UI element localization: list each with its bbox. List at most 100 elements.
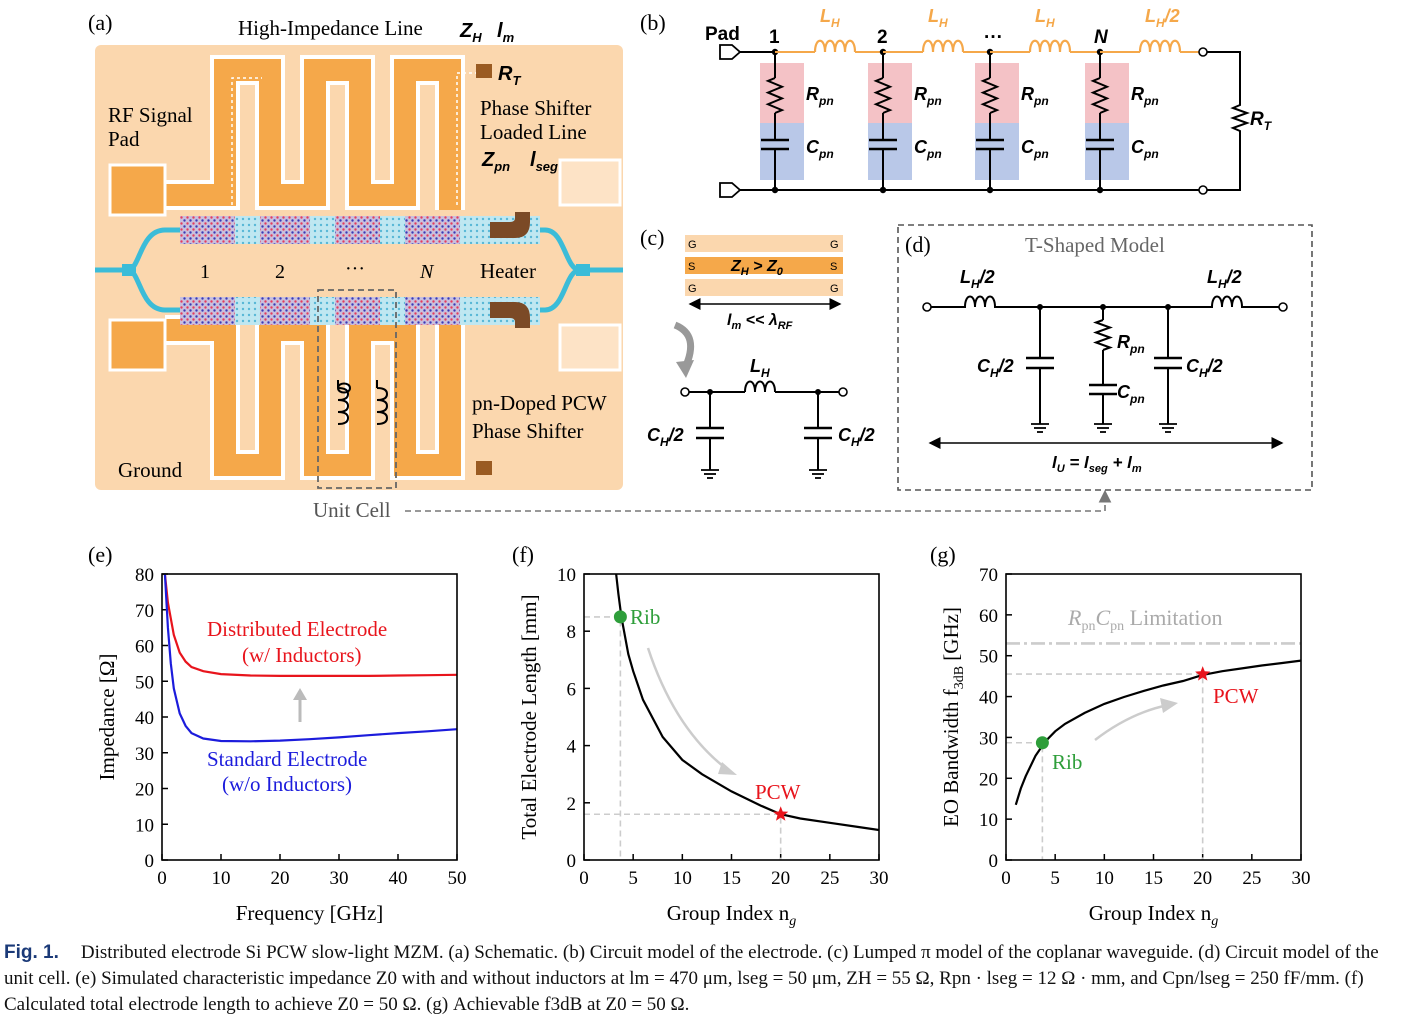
y-tick-label: 40 <box>135 708 154 729</box>
x-tick-label: 0 <box>157 868 167 889</box>
x-tick-label: 10 <box>673 868 692 889</box>
svg-text:1: 1 <box>200 261 210 283</box>
svg-text:(w/ Inductors): (w/ Inductors) <box>242 643 362 667</box>
cpn-region <box>760 123 804 180</box>
point-pcw <box>1195 666 1211 681</box>
panel-g: (g) 0 5 10 15 20 25 30 0 10 20 30 40 50 60 70 Group Ind… <box>930 542 1311 929</box>
svg-text:Pad: Pad <box>705 24 740 45</box>
rf-signal-pad-bottom <box>108 318 167 372</box>
svg-text:Rpn: Rpn <box>1131 84 1159 108</box>
y-axis-label: Impedance [Ω] <box>95 654 119 781</box>
svg-text:G: G <box>830 283 839 295</box>
y-tick-label: 50 <box>135 672 154 693</box>
y-tick-label: 10 <box>135 815 154 836</box>
svg-text:LH/2: LH/2 <box>1145 6 1180 30</box>
svg-text:LH/2: LH/2 <box>1207 267 1242 291</box>
x-tick-label: 20 <box>1193 868 1212 889</box>
point-rib <box>1035 736 1049 750</box>
svg-text:Standard Electrode: Standard Electrode <box>207 747 367 771</box>
cpn-region <box>1085 123 1129 180</box>
x-tick-label: 15 <box>722 868 741 889</box>
x-tick-label: 30 <box>330 868 349 889</box>
svg-text:Rpn: Rpn <box>806 84 834 108</box>
svg-text:(b): (b) <box>640 10 666 35</box>
svg-text:lseg: lseg <box>530 149 558 174</box>
x-tick-label: 40 <box>389 868 408 889</box>
cpn-region <box>868 123 912 180</box>
svg-text:Rpn: Rpn <box>914 84 942 108</box>
y-tick-label: 8 <box>567 622 577 643</box>
svg-text:(w/o Inductors): (w/o Inductors) <box>222 772 352 796</box>
y-tick-label: 10 <box>557 565 576 586</box>
svg-text:(g): (g) <box>930 542 956 567</box>
svg-text:S: S <box>688 261 695 273</box>
x-tick-label: 30 <box>870 868 889 889</box>
label-pn-1: pn-Doped PCW <box>472 391 607 415</box>
panel-e: (e) 0 10 20 30 40 50 0 10 20 30 40 50 60 70 80 Frequenc… <box>88 542 467 925</box>
y-tick-label: 20 <box>979 769 998 790</box>
y-tick-label: 4 <box>567 737 577 758</box>
point-pcw <box>773 806 789 821</box>
unit-cell-box <box>317 289 397 489</box>
label-psll-2: Loaded Line <box>480 120 587 144</box>
y-tick-label: 60 <box>979 606 998 627</box>
svg-text:Zpn: Zpn <box>481 149 510 174</box>
label-psll-1: Phase Shifter <box>480 96 591 120</box>
svg-text:LH: LH <box>1035 6 1055 30</box>
svg-text:RpnCpn Limitation: RpnCpn Limitation <box>1067 605 1223 634</box>
y-tick-label: 20 <box>135 780 154 801</box>
svg-text:Cpn: Cpn <box>806 137 834 161</box>
svg-text:ZH > Z0: ZH > Z0 <box>730 258 784 278</box>
y-tick-label: 70 <box>135 601 154 622</box>
label-rib: Rib <box>1052 750 1082 774</box>
rt-resistor-bottom <box>476 461 492 475</box>
y-tick-label: 0 <box>145 851 155 872</box>
meander-top <box>154 59 461 210</box>
y-tick-label: 10 <box>979 810 998 831</box>
x-tick-label: 25 <box>820 868 839 889</box>
guide-line <box>1006 741 1044 860</box>
x-tick-label: 25 <box>1242 868 1261 889</box>
node-label: N <box>1094 27 1109 48</box>
y-tick-label: 60 <box>135 637 154 658</box>
caption-fig-label: Fig. 1. <box>4 942 59 963</box>
panel-label-a: (a) <box>88 10 112 35</box>
inductor <box>813 39 857 53</box>
x-tick-label: 50 <box>448 868 467 889</box>
x-tick-label: 0 <box>579 868 589 889</box>
y-tick-label: 0 <box>989 851 999 872</box>
svg-text:ZH: ZH <box>459 20 482 45</box>
x-tick-label: 0 <box>1001 868 1011 889</box>
panel-d: (d) T-Shaped Model LH/2 LH/2 CH/2 CH/2 R… <box>897 224 1313 491</box>
heater-pad-top <box>558 158 622 207</box>
label-pcw: PCW <box>1213 684 1259 708</box>
series-line <box>163 574 457 743</box>
x-tick-label: 10 <box>212 868 231 889</box>
svg-text:G: G <box>830 239 839 251</box>
series-line <box>615 574 879 832</box>
label-rf-pad-2: Pad <box>108 127 140 151</box>
svg-text:G: G <box>688 283 697 295</box>
svg-text:Cpn: Cpn <box>1117 382 1145 406</box>
x-tick-label: 30 <box>1292 868 1311 889</box>
y-tick-label: 80 <box>135 565 154 586</box>
svg-text:LH: LH <box>820 6 840 30</box>
y-tick-label: 2 <box>567 794 577 815</box>
point-rib <box>613 610 627 624</box>
series-line <box>1014 659 1301 806</box>
heater-pad-bottom <box>558 323 622 372</box>
y-axis-label: EO Bandwidth f3dB [GHz] <box>939 607 967 827</box>
y-tick-label: 40 <box>979 688 998 709</box>
svg-text:2: 2 <box>275 261 285 283</box>
heater-top <box>490 212 530 238</box>
guide-line <box>584 813 782 860</box>
x-tick-label: 5 <box>1050 868 1060 889</box>
guide-line <box>584 616 622 860</box>
svg-text:lU = lseg + lm: lU = lseg + lm <box>1052 453 1142 475</box>
panel-b: (b) Pad 1 Rpn Cpn LH 2 Rpn Cpn LH ··· Rpn Cpn LH N Rp… <box>640 6 1273 198</box>
svg-text:T-Shaped Model: T-Shaped Model <box>1025 233 1165 257</box>
label-pn-2: Phase Shifter <box>472 419 583 443</box>
label-unit-cell: Unit Cell <box>313 498 391 522</box>
figure-caption: Fig. 1. Distributed electrode Si PCW slow… <box>4 940 1406 1018</box>
svg-text:RT: RT <box>1250 109 1273 133</box>
